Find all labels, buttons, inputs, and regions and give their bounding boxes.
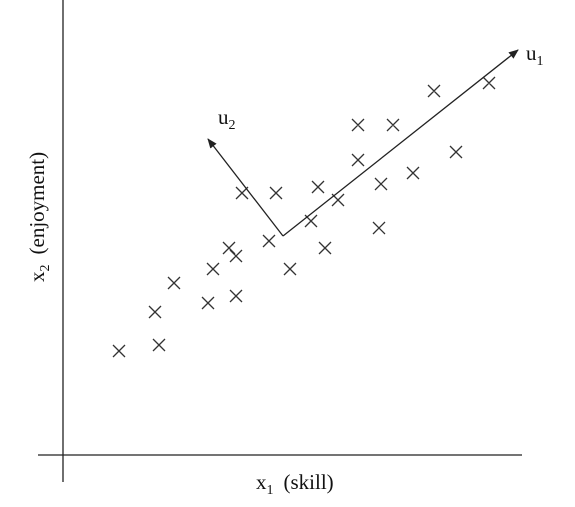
subscript: 1 bbox=[537, 54, 544, 69]
u2-label: u2 bbox=[218, 105, 236, 133]
subscript: 1 bbox=[267, 483, 274, 498]
symbol: u bbox=[526, 41, 537, 65]
u1-label: u1 bbox=[526, 41, 544, 69]
text: (enjoyment) bbox=[25, 152, 49, 255]
text: (skill) bbox=[284, 470, 334, 494]
symbol: u bbox=[218, 105, 229, 129]
vector-u2 bbox=[207, 138, 284, 237]
subscript: 2 bbox=[229, 118, 236, 133]
subscript: 2 bbox=[38, 265, 53, 272]
symbol: x bbox=[25, 271, 49, 282]
x-axis-label: x1 (skill) bbox=[256, 470, 334, 498]
symbol: x bbox=[256, 470, 267, 494]
y-axis-label: x2 (enjoyment) bbox=[25, 152, 53, 282]
data-points bbox=[112, 76, 496, 358]
vector-u1 bbox=[282, 49, 519, 237]
